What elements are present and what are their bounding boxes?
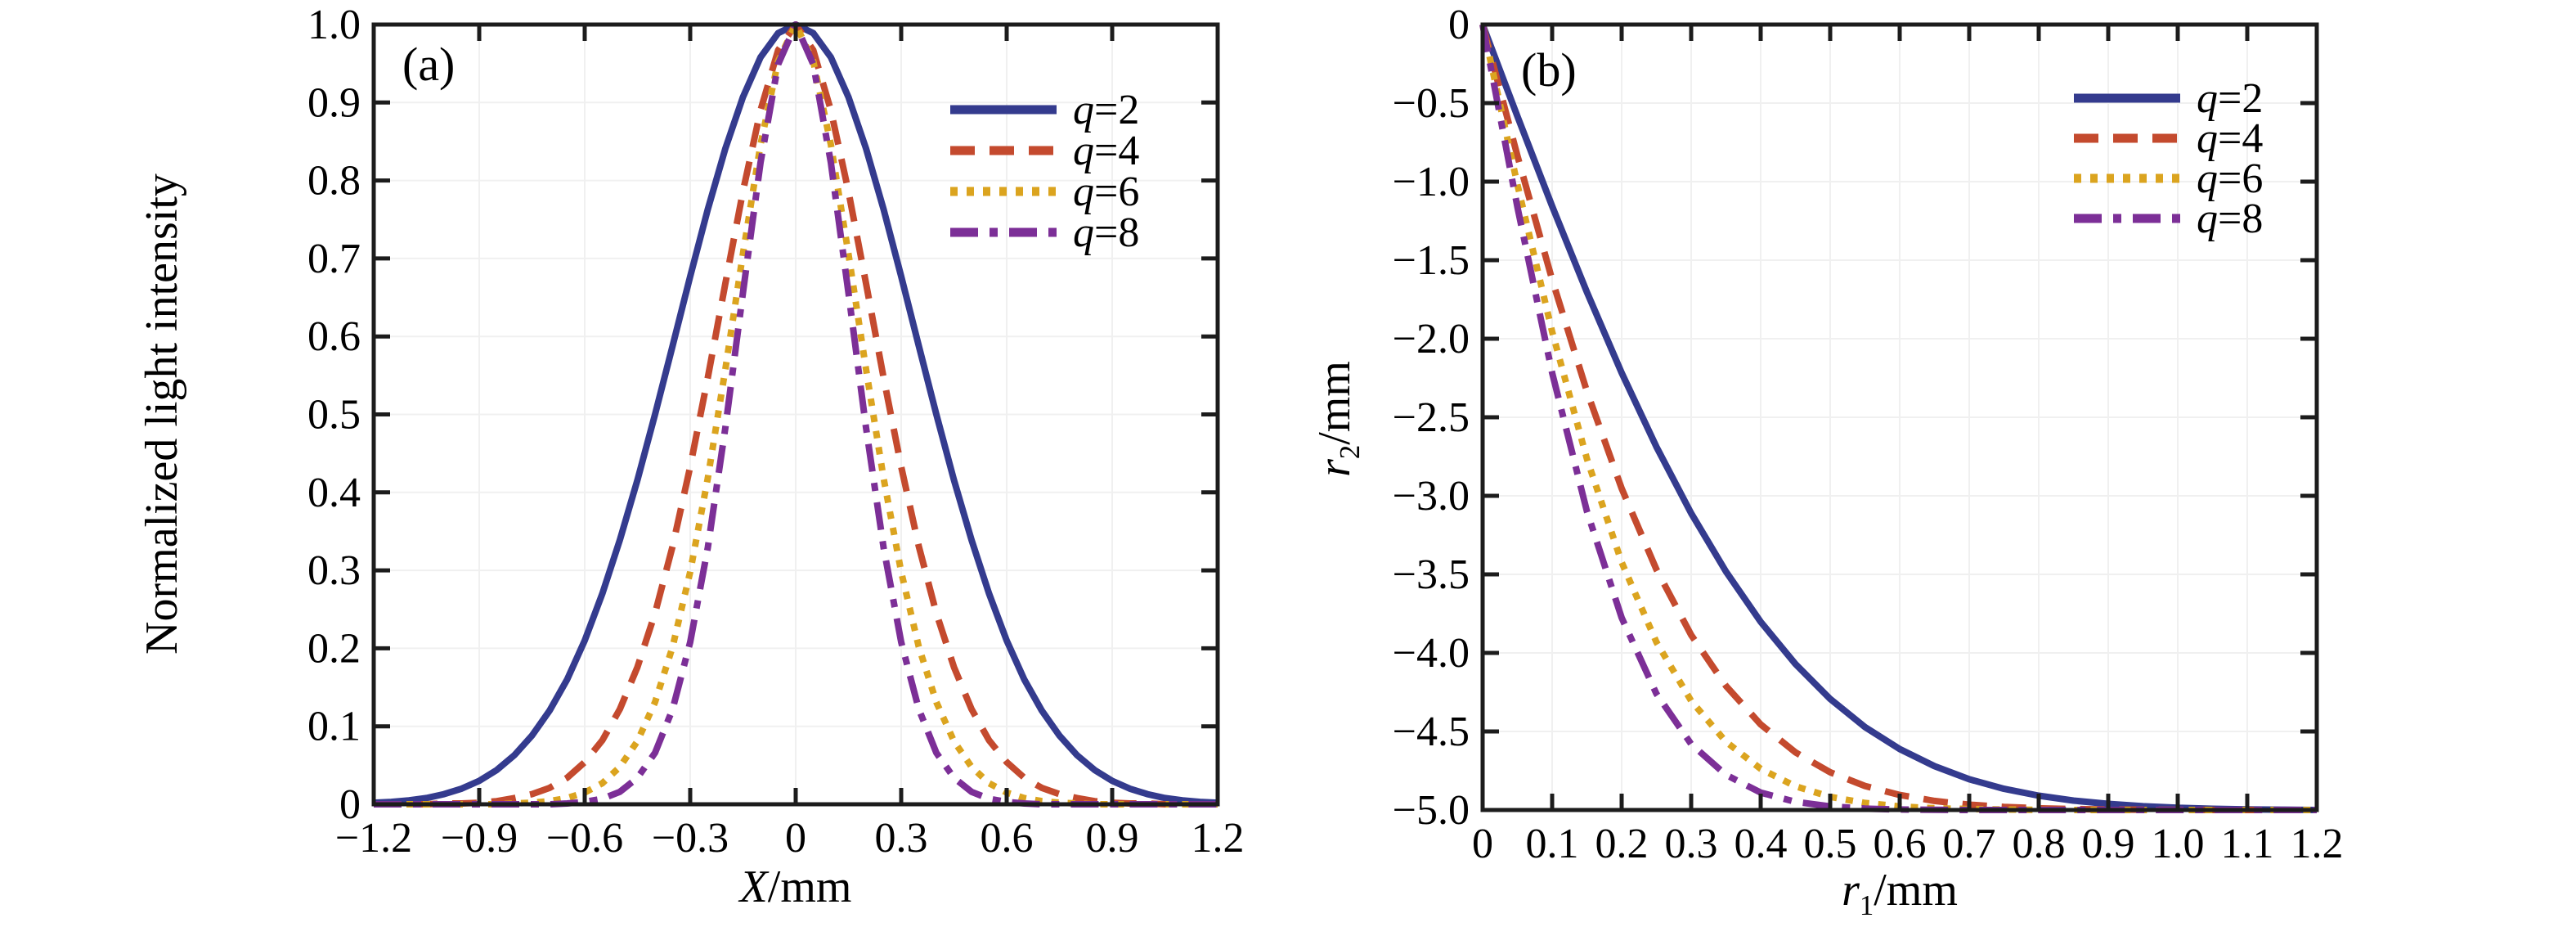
x-tick-label: 0.3 bbox=[875, 815, 928, 862]
y-tick-label: 0 bbox=[339, 781, 361, 828]
x-tick-label: 0.4 bbox=[1735, 821, 1788, 867]
y-axis-label-b-unit: /mm bbox=[1309, 361, 1360, 445]
legend-label-q2: q=2 bbox=[1073, 87, 1139, 133]
legend-label-q8: q=8 bbox=[1073, 209, 1139, 256]
x-tick-label: 0.8 bbox=[2013, 821, 2066, 867]
y-tick-label: −1.0 bbox=[1393, 159, 1470, 205]
x-tick-label: 0 bbox=[785, 815, 806, 862]
y-axis-label-b: r2/mm bbox=[1302, 10, 1367, 828]
grid bbox=[1483, 25, 2317, 810]
y-tick-label: 0.9 bbox=[307, 79, 361, 126]
y-tick-label: 1.0 bbox=[307, 2, 361, 48]
x-tick-label: 0 bbox=[1472, 821, 1493, 867]
x-axis-label-a-symbol: X bbox=[739, 862, 768, 912]
x-tick-label: 0.2 bbox=[1595, 821, 1649, 867]
x-tick-label: 0.1 bbox=[1526, 821, 1579, 867]
panel-label-b: (b) bbox=[1521, 43, 1577, 97]
y-tick-label: −4.5 bbox=[1393, 709, 1470, 755]
y-tick-label: −2.0 bbox=[1393, 316, 1470, 362]
x-tick-label: 0.9 bbox=[2082, 821, 2135, 867]
y-axis-label-b-symbol: r bbox=[1309, 459, 1360, 477]
x-axis-label-a: X/mm bbox=[632, 861, 959, 913]
axis-ticks bbox=[371, 22, 1220, 807]
y-tick-label: −4.0 bbox=[1393, 630, 1470, 677]
x-tick-label: 1.0 bbox=[2152, 821, 2205, 867]
legend-label-q6: q=6 bbox=[2197, 155, 2263, 202]
plot-border bbox=[371, 22, 1220, 807]
x-tick-label: −0.9 bbox=[441, 815, 518, 862]
x-tick-label: 0.9 bbox=[1086, 815, 1139, 862]
y-tick-label: 0.3 bbox=[307, 547, 361, 594]
legend-label-q4: q=4 bbox=[1073, 128, 1139, 174]
x-axis-label-b-symbol: r bbox=[1842, 865, 1860, 916]
y-tick-label: 0.1 bbox=[307, 704, 361, 750]
legend: q=2q=4q=6q=8 bbox=[950, 87, 1139, 256]
x-tick-label: 1.2 bbox=[2291, 821, 2344, 867]
y-axis-label-a: Normalized light intensity bbox=[137, 173, 187, 655]
x-tick-label: 1.1 bbox=[2221, 821, 2274, 867]
y-tick-label: −0.5 bbox=[1393, 80, 1470, 127]
axis-ticks bbox=[1480, 22, 2319, 812]
y-tick-label: 0.4 bbox=[307, 470, 361, 516]
x-axis-label-a-unit: /mm bbox=[767, 862, 852, 912]
x-tick-label: 0.5 bbox=[1804, 821, 1857, 867]
y-tick-label: −2.5 bbox=[1393, 394, 1470, 441]
legend: q=2q=4q=6q=8 bbox=[2074, 75, 2263, 242]
x-axis-label-b: r1/mm bbox=[1736, 864, 2063, 922]
legend-label-q6: q=6 bbox=[1073, 169, 1139, 215]
x-axis-label-b-subscript: 1 bbox=[1859, 889, 1874, 922]
y-tick-label: −1.5 bbox=[1393, 237, 1470, 284]
y-axis-label-b-subscript: 2 bbox=[1334, 444, 1367, 460]
x-tick-label: 0.3 bbox=[1665, 821, 1718, 867]
y-tick-label: 0.6 bbox=[307, 313, 361, 360]
x-tick-label: −1.2 bbox=[335, 815, 412, 862]
x-tick-label: −0.3 bbox=[652, 815, 729, 862]
legend-label-q8: q=8 bbox=[2197, 196, 2263, 242]
y-tick-label: 0 bbox=[1448, 2, 1470, 48]
x-tick-label: 1.2 bbox=[1192, 815, 1245, 862]
legend-label-q2: q=2 bbox=[2197, 75, 2263, 122]
panel-label-a: (a) bbox=[402, 38, 456, 91]
y-tick-label: 0.2 bbox=[307, 625, 361, 672]
x-tick-label: −0.6 bbox=[546, 815, 623, 862]
y-tick-label: 0.5 bbox=[307, 392, 361, 439]
tick-labels: 0 0.1 0.2 0.3 0.4 0.5 0.6 0.7 0.8 0.9 1.0 1.1 1.2 0 −0… bbox=[1393, 2, 2344, 867]
x-tick-label: 0.6 bbox=[981, 815, 1034, 862]
x-axis-label-b-unit: /mm bbox=[1874, 865, 1958, 916]
y-tick-label: 0.8 bbox=[307, 158, 361, 205]
plot-border bbox=[1480, 22, 2319, 812]
tick-labels: −1.2 −0.9 −0.6 −0.3 0 0.3 0.6 0.9 1.2 1.0 0.9 0.8 0.… bbox=[307, 2, 1245, 862]
y-tick-label: −3.5 bbox=[1393, 551, 1470, 598]
legend-label-q4: q=4 bbox=[2197, 115, 2263, 162]
x-tick-label: 0.7 bbox=[1943, 821, 1996, 867]
y-tick-label: −5.0 bbox=[1393, 787, 1470, 834]
y-tick-label: 0.7 bbox=[307, 236, 361, 282]
y-tick-label: −3.0 bbox=[1393, 473, 1470, 520]
x-tick-label: 0.6 bbox=[1874, 821, 1927, 867]
